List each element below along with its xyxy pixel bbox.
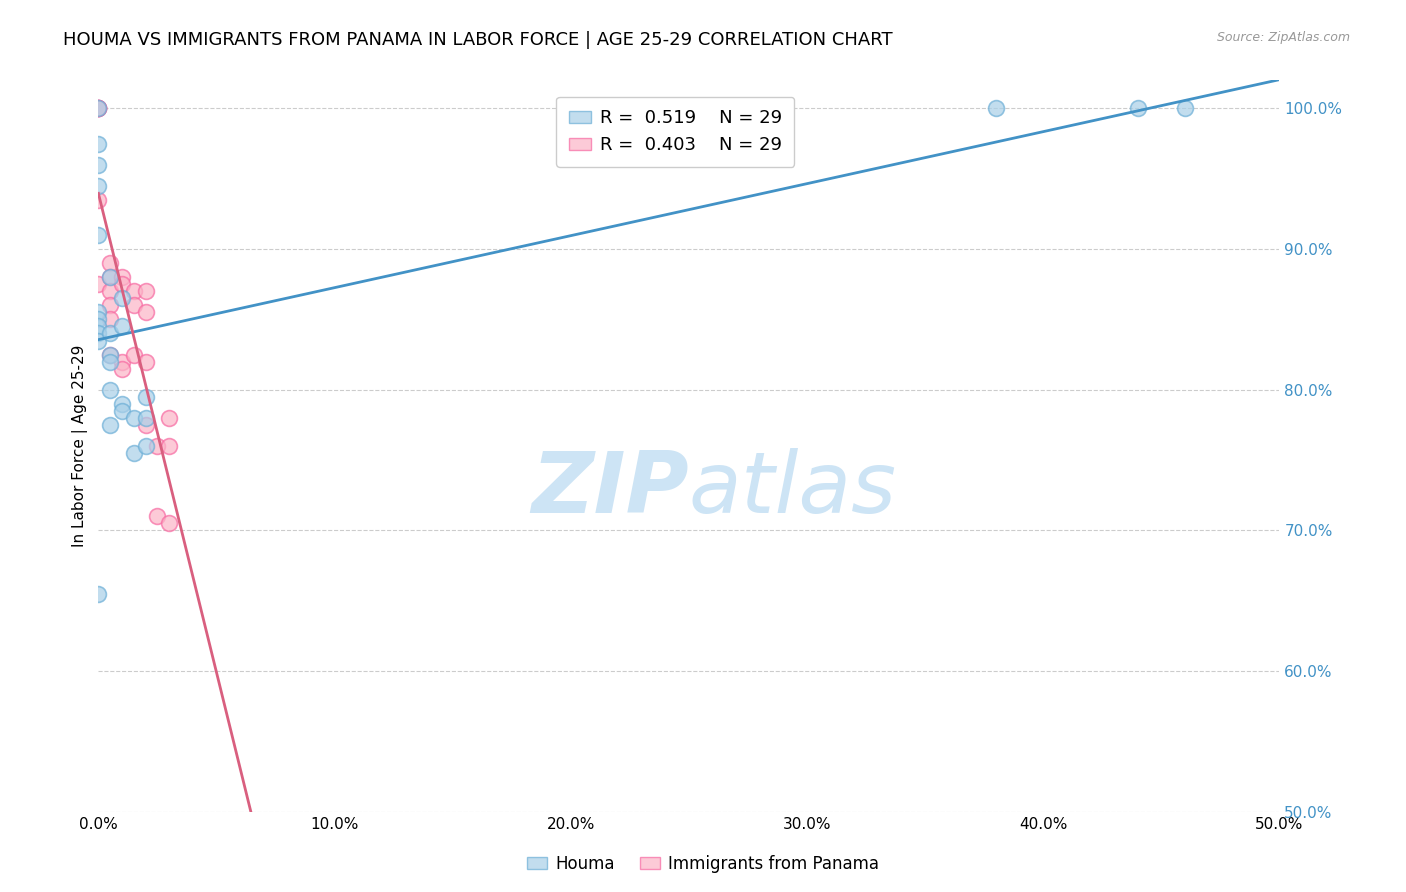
Point [98, 270, 121, 285]
Y-axis label: In Labor Force | Age 25-29: In Labor Force | Age 25-29 [72, 345, 89, 547]
Point [122, 446, 145, 460]
Point [87, 587, 110, 601]
Point [111, 277, 134, 292]
Point [98, 354, 121, 368]
Point [87, 136, 110, 151]
Point [111, 361, 134, 376]
Point [135, 439, 157, 453]
Point [98, 383, 121, 397]
Legend: R =  0.519    N = 29, R =  0.403    N = 29: R = 0.519 N = 29, R = 0.403 N = 29 [557, 96, 794, 167]
Point [122, 298, 145, 312]
Point [135, 305, 157, 319]
Point [135, 390, 157, 404]
Point [87, 326, 110, 341]
Point [111, 354, 134, 368]
Point [87, 178, 110, 193]
Point [98, 285, 121, 299]
Text: ZIP: ZIP [531, 449, 689, 532]
Point [111, 404, 134, 418]
Point [87, 193, 110, 207]
Point [98, 348, 121, 362]
Point [122, 348, 145, 362]
Legend: Houma, Immigrants from Panama: Houma, Immigrants from Panama [520, 848, 886, 880]
Point [111, 319, 134, 334]
Point [122, 285, 145, 299]
Point [87, 102, 110, 116]
Point [98, 326, 121, 341]
Point [157, 410, 180, 425]
Point [87, 227, 110, 242]
Point [111, 291, 134, 305]
Point [87, 102, 110, 116]
Point [87, 158, 110, 172]
Text: HOUMA VS IMMIGRANTS FROM PANAMA IN LABOR FORCE | AGE 25-29 CORRELATION CHART: HOUMA VS IMMIGRANTS FROM PANAMA IN LABOR… [63, 31, 893, 49]
Point [87, 277, 110, 292]
Point [87, 102, 110, 116]
Point [98, 348, 121, 362]
Point [984, 102, 1007, 116]
Point [98, 256, 121, 270]
Point [111, 397, 134, 411]
Point [1174, 102, 1197, 116]
Point [135, 410, 157, 425]
Point [98, 312, 121, 326]
Point [135, 417, 157, 432]
Point [146, 509, 169, 524]
Point [87, 312, 110, 326]
Point [111, 270, 134, 285]
Point [98, 270, 121, 285]
Point [87, 102, 110, 116]
Point [135, 354, 157, 368]
Point [87, 102, 110, 116]
Point [157, 439, 180, 453]
Text: Source: ZipAtlas.com: Source: ZipAtlas.com [1216, 31, 1350, 45]
Point [1126, 102, 1149, 116]
Point [87, 334, 110, 348]
Point [122, 410, 145, 425]
Point [146, 439, 169, 453]
Point [157, 516, 180, 531]
Point [135, 285, 157, 299]
Point [98, 298, 121, 312]
Point [87, 319, 110, 334]
Point [87, 102, 110, 116]
Point [98, 417, 121, 432]
Point [87, 305, 110, 319]
Text: atlas: atlas [689, 449, 897, 532]
